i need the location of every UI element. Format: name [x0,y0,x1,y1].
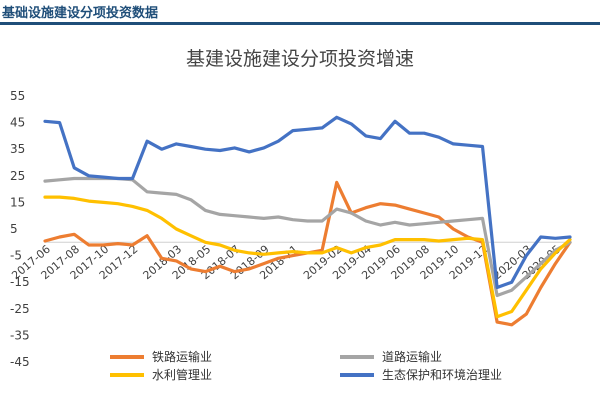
y-axis: 55 45 35 25 15 5 -5 -15 -25 -35 -45 [10,89,30,369]
series-line-ecology [43,115,572,290]
y-tick-label: 45 [10,116,25,130]
header-underline [0,22,600,25]
chart-title: 基建设施建设分项投资增速 [185,48,414,70]
y-tick-label: -15 [10,275,30,289]
y-tick-label: -35 [10,328,30,342]
y-tick-label: 55 [10,89,25,103]
y-tick-label: 25 [10,169,25,183]
y-tick-label: 5 [10,222,18,236]
series-line-water [43,195,572,319]
y-tick-label: -45 [10,355,30,369]
y-tick-label: -5 [10,249,22,263]
y-tick-label: -25 [10,302,30,316]
header-bar: 基础设施建设分项投资数据 [0,0,600,22]
y-tick-label: 35 [10,142,25,156]
series-layer [43,115,572,327]
y-tick-label: 15 [10,195,25,209]
header-title: 基础设施建设分项投资数据 [2,5,159,21]
